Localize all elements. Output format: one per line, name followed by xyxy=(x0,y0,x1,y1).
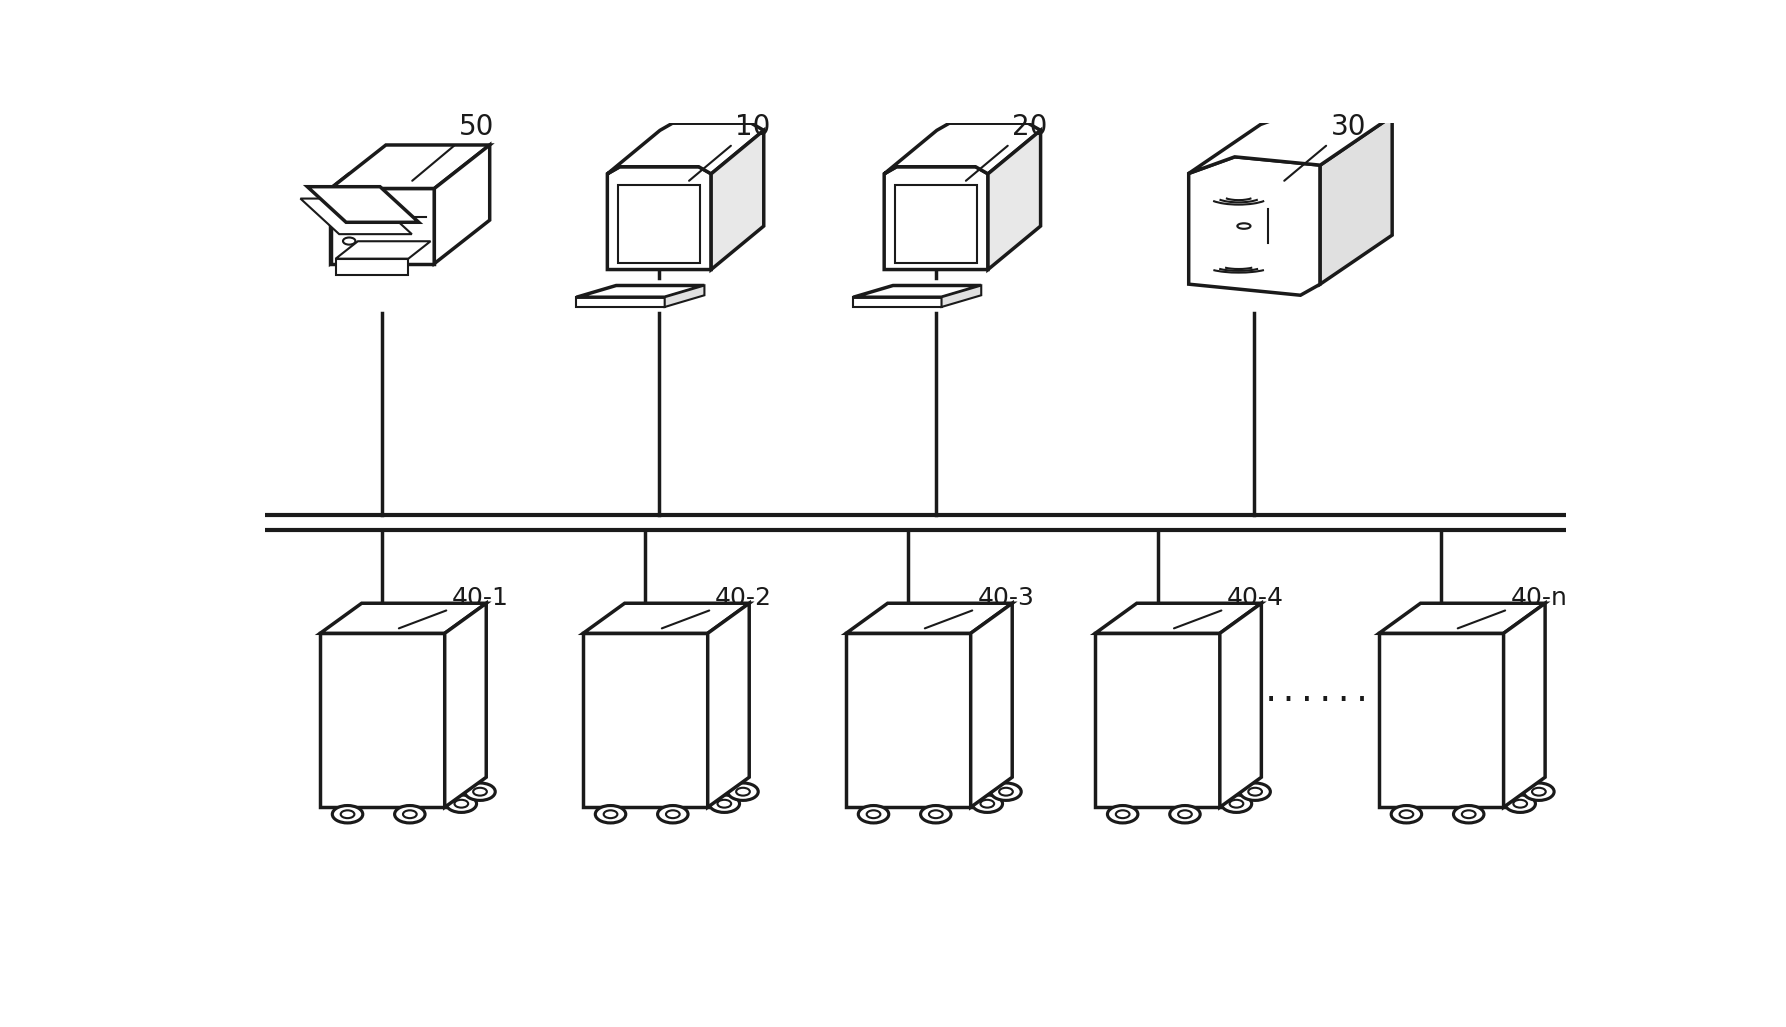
Polygon shape xyxy=(1095,634,1220,807)
Circle shape xyxy=(395,805,425,823)
Polygon shape xyxy=(711,130,764,269)
Polygon shape xyxy=(847,603,1013,634)
Text: 40-n: 40-n xyxy=(1457,585,1568,629)
Polygon shape xyxy=(577,286,704,297)
Text: 40-2: 40-2 xyxy=(663,585,772,629)
Polygon shape xyxy=(618,185,700,263)
Text: ......: ...... xyxy=(1261,678,1372,708)
Polygon shape xyxy=(854,297,941,307)
Polygon shape xyxy=(300,198,413,234)
Circle shape xyxy=(859,805,889,823)
Polygon shape xyxy=(664,286,704,307)
Circle shape xyxy=(1170,805,1200,823)
Polygon shape xyxy=(434,145,489,264)
Polygon shape xyxy=(941,286,981,307)
Circle shape xyxy=(446,795,477,812)
Polygon shape xyxy=(1095,603,1261,634)
Circle shape xyxy=(920,805,950,823)
Polygon shape xyxy=(445,603,486,807)
Polygon shape xyxy=(847,634,972,807)
Polygon shape xyxy=(320,634,445,807)
Polygon shape xyxy=(988,130,1041,269)
Polygon shape xyxy=(607,166,711,269)
Polygon shape xyxy=(1189,108,1391,174)
Polygon shape xyxy=(884,123,1041,174)
Text: 50: 50 xyxy=(413,113,495,181)
Polygon shape xyxy=(707,603,750,807)
Polygon shape xyxy=(1379,634,1504,807)
Circle shape xyxy=(727,783,759,800)
Polygon shape xyxy=(336,241,430,259)
Circle shape xyxy=(1107,805,1138,823)
Circle shape xyxy=(595,805,625,823)
Text: 20: 20 xyxy=(966,113,1048,181)
Polygon shape xyxy=(972,603,1013,807)
Text: 40-4: 40-4 xyxy=(1173,585,1284,629)
Polygon shape xyxy=(607,123,764,174)
Polygon shape xyxy=(582,603,750,634)
Polygon shape xyxy=(307,187,418,222)
Polygon shape xyxy=(1220,603,1261,807)
Polygon shape xyxy=(336,259,409,275)
Polygon shape xyxy=(1189,157,1320,295)
Polygon shape xyxy=(854,286,981,297)
Circle shape xyxy=(1239,783,1270,800)
Polygon shape xyxy=(1320,116,1391,284)
Polygon shape xyxy=(577,297,664,307)
Circle shape xyxy=(1222,795,1252,812)
Circle shape xyxy=(332,805,363,823)
Text: 10: 10 xyxy=(689,113,772,181)
Circle shape xyxy=(657,805,688,823)
Circle shape xyxy=(464,783,495,800)
Polygon shape xyxy=(1379,603,1545,634)
Circle shape xyxy=(1523,783,1554,800)
Text: 40-1: 40-1 xyxy=(398,585,509,629)
Polygon shape xyxy=(1504,603,1545,807)
Polygon shape xyxy=(330,176,346,264)
Circle shape xyxy=(991,783,1022,800)
Circle shape xyxy=(972,795,1002,812)
Text: 40-3: 40-3 xyxy=(925,585,1034,629)
Polygon shape xyxy=(330,189,434,264)
Polygon shape xyxy=(884,166,988,269)
Circle shape xyxy=(1506,795,1536,812)
Polygon shape xyxy=(895,185,977,263)
Circle shape xyxy=(1454,805,1484,823)
Text: 30: 30 xyxy=(1284,113,1366,181)
Polygon shape xyxy=(330,145,489,189)
Circle shape xyxy=(709,795,739,812)
Circle shape xyxy=(1391,805,1422,823)
Polygon shape xyxy=(320,603,486,634)
Polygon shape xyxy=(582,634,707,807)
